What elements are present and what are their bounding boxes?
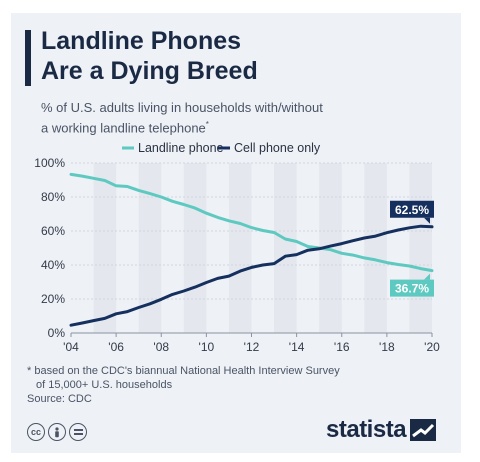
statista-logo[interactable]: statista: [326, 416, 437, 444]
title-accent-bar: [25, 30, 31, 86]
footnote-line-2: of 15,000+ U.S. households: [36, 379, 173, 391]
x-tick-label: '04: [63, 340, 79, 354]
x-axis-ticks: '04 '06 '08 '10 '12 '14 '16 '18 '20: [63, 333, 440, 354]
subtitle-footnote-mark: *: [205, 120, 209, 129]
footnote: * based on the CDC's biannual National H…: [27, 364, 427, 392]
value-label-text: 62.5%: [395, 203, 429, 217]
value-label-box: [390, 279, 434, 297]
person-icon[interactable]: [48, 423, 66, 441]
y-tick-label: 60%: [41, 224, 65, 238]
year-band: [274, 163, 297, 333]
x-tick-label: '20: [424, 340, 440, 354]
year-band: [364, 163, 387, 333]
series-lines: [69, 172, 434, 327]
value-label-pointer: [424, 217, 430, 224]
statista-logo-icon: [410, 419, 437, 441]
title-line-1: Landline Phones: [41, 27, 242, 55]
brand-name: statista: [326, 416, 407, 443]
chart-title: Landline Phones Are a Dying Breed: [41, 26, 421, 86]
y-tick-label: 100%: [34, 156, 65, 170]
license-icons: cc: [27, 423, 87, 443]
series-line-cell-only: [69, 224, 434, 327]
y-tick-label: 40%: [41, 258, 65, 272]
alternating-year-bands: [93, 163, 432, 333]
y-axis-ticks: 0% 20% 40% 60% 80% 100%: [34, 156, 65, 340]
x-tick-label: '08: [153, 340, 169, 354]
y-tick-label: 0%: [48, 326, 66, 340]
year-band: [319, 163, 342, 333]
legend: Landline phone Cell phone only: [122, 141, 321, 155]
series-line-landline: [69, 172, 434, 273]
subtitle-line-2: a working landline telephone: [41, 120, 206, 136]
chart-subtitle: % of U.S. adults living in households wi…: [41, 99, 421, 136]
title-line-2: Are a Dying Breed: [41, 57, 258, 85]
equals-icon[interactable]: [69, 423, 87, 441]
year-band: [409, 163, 432, 333]
x-tick-label: '14: [289, 340, 305, 354]
x-tick-label: '18: [379, 340, 395, 354]
year-band: [93, 163, 117, 333]
year-band: [183, 163, 207, 333]
cc-icon[interactable]: cc: [27, 423, 45, 441]
end-value-labels: 62.5% 36.7%: [390, 200, 434, 297]
source-note: Source: CDC: [27, 393, 92, 405]
value-label-box: [390, 200, 434, 218]
y-tick-label: 80%: [41, 190, 65, 204]
subtitle-line-1: % of U.S. adults living in households wi…: [41, 100, 323, 115]
x-tick-label: '16: [334, 340, 350, 354]
legend-label: Landline phone: [138, 141, 224, 155]
x-tick-label: '06: [108, 340, 124, 354]
x-tick-label: '12: [244, 340, 260, 354]
footnote-line-1: * based on the CDC's biannual National H…: [27, 365, 340, 377]
legend-label: Cell phone only: [234, 141, 321, 155]
y-tick-label: 20%: [41, 292, 65, 306]
year-band: [228, 163, 252, 333]
value-label-pointer: [424, 273, 430, 280]
year-band: [138, 163, 162, 333]
value-label-text: 36.7%: [395, 282, 429, 296]
x-tick-label: '10: [199, 340, 215, 354]
